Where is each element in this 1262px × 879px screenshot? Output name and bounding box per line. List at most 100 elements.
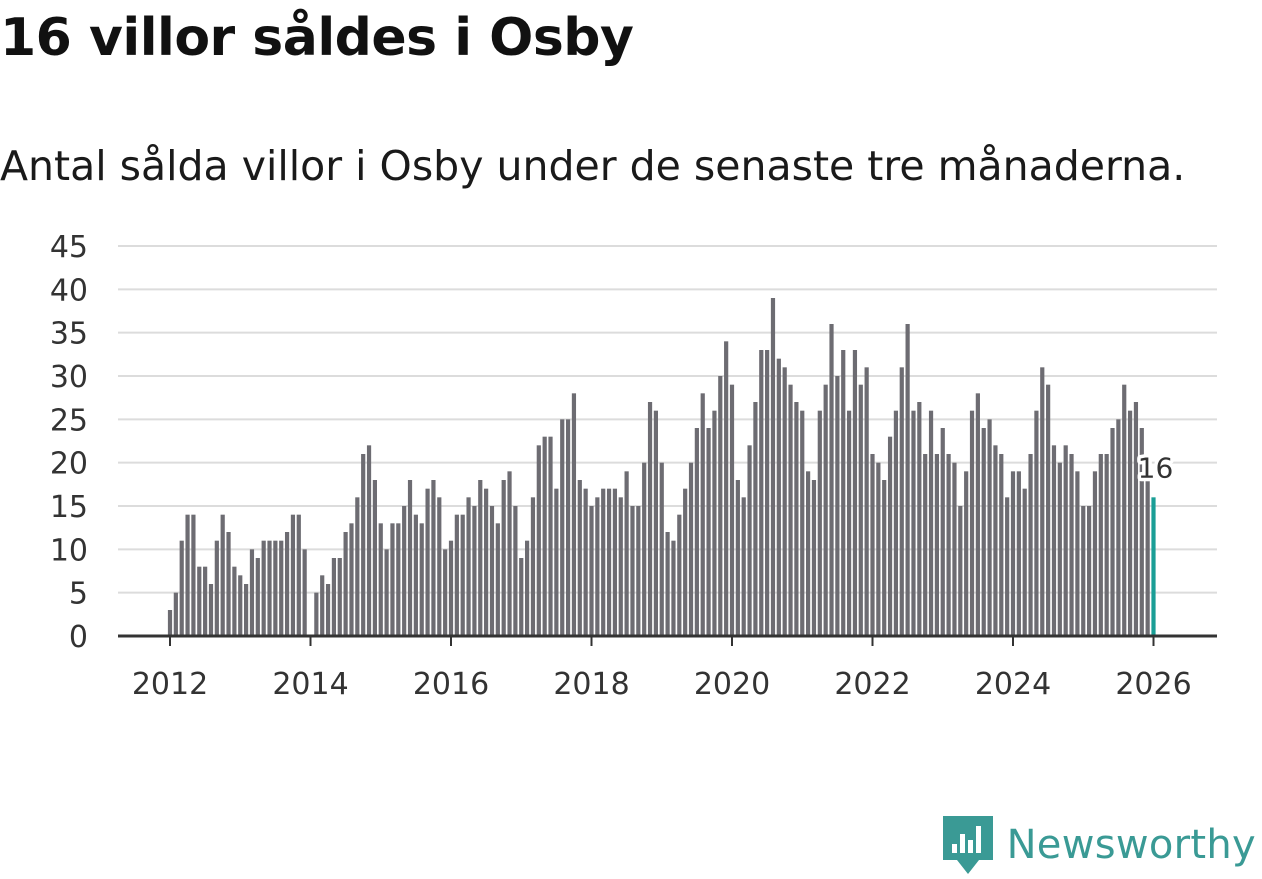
chart-subtitle: Antal sålda villor i Osby under de senas… xyxy=(0,142,1186,190)
bar xyxy=(923,454,928,636)
bar xyxy=(999,454,1004,636)
bar xyxy=(589,506,594,636)
bar xyxy=(443,549,448,636)
bar xyxy=(203,566,208,636)
bar xyxy=(208,584,214,636)
bar xyxy=(1110,428,1115,636)
bar xyxy=(583,488,588,636)
bar xyxy=(437,497,442,636)
x-tick-label: 2024 xyxy=(975,667,1051,702)
bar xyxy=(513,506,518,636)
x-tick-label: 2026 xyxy=(1115,667,1191,702)
bar xyxy=(659,462,664,636)
bar xyxy=(349,523,354,636)
bar xyxy=(337,558,342,636)
bar xyxy=(606,488,612,636)
bar xyxy=(665,532,670,636)
bar xyxy=(261,540,266,636)
bar xyxy=(864,367,869,636)
bar xyxy=(735,480,740,636)
x-tick-label: 2014 xyxy=(272,667,348,702)
bar xyxy=(747,445,752,636)
bar xyxy=(249,549,255,636)
bar xyxy=(858,384,863,636)
bar xyxy=(870,454,875,636)
bar xyxy=(378,523,383,636)
bar xyxy=(817,410,822,636)
bar xyxy=(876,462,881,636)
bar xyxy=(431,480,436,636)
bar xyxy=(776,358,781,636)
y-tick-label: 30 xyxy=(50,360,88,395)
bar xyxy=(841,350,846,636)
bar xyxy=(782,367,787,636)
bar xyxy=(770,298,776,636)
bar xyxy=(226,532,231,636)
last-value-annotation: 16 xyxy=(1134,448,1177,488)
bar xyxy=(1005,497,1010,636)
bar xyxy=(396,523,401,636)
bar xyxy=(179,540,184,636)
y-tick-label: 25 xyxy=(50,403,88,438)
bar xyxy=(355,497,360,636)
bar xyxy=(1069,454,1074,636)
bar xyxy=(525,540,530,636)
bar xyxy=(1116,419,1121,636)
chart-title: 16 villor såldes i Osby xyxy=(0,8,634,68)
bar xyxy=(273,540,278,636)
bar xyxy=(595,497,600,636)
bar xyxy=(220,514,225,636)
bar xyxy=(829,324,834,636)
bar xyxy=(964,471,969,636)
bar xyxy=(402,506,407,636)
bar xyxy=(290,514,296,636)
x-tick-label: 2020 xyxy=(694,667,770,702)
bar xyxy=(969,410,975,636)
bar xyxy=(466,497,471,636)
y-tick-label: 40 xyxy=(50,273,88,308)
bar xyxy=(255,558,260,636)
bar xyxy=(167,610,173,636)
bar xyxy=(852,350,858,636)
bar xyxy=(366,445,372,636)
bar xyxy=(232,566,237,636)
bar xyxy=(238,575,243,636)
bar xyxy=(806,471,811,636)
bar xyxy=(325,584,331,636)
bar-highlight xyxy=(1151,497,1156,636)
bar xyxy=(1046,384,1051,636)
bar xyxy=(911,410,916,636)
y-axis-ticks: 0 5 10 15 20 25 30 35 40 45 xyxy=(50,230,88,655)
x-tick-label: 2012 xyxy=(132,667,208,702)
annotation-label: 16 xyxy=(1138,451,1174,484)
bar xyxy=(624,471,629,636)
bar xyxy=(1075,471,1080,636)
bar xyxy=(718,376,723,636)
bar xyxy=(472,506,477,636)
newsworthy-logo-icon xyxy=(942,816,993,874)
bar xyxy=(284,532,290,636)
bar xyxy=(653,410,658,636)
bar xyxy=(759,350,764,636)
bar xyxy=(507,471,512,636)
bar xyxy=(952,462,957,636)
bar xyxy=(811,480,817,636)
bar xyxy=(1028,454,1033,636)
brand-name: Newsworthy xyxy=(1006,822,1256,868)
bar xyxy=(548,436,553,636)
bar xyxy=(823,384,828,636)
bar xyxy=(425,488,430,636)
bar xyxy=(958,506,963,636)
bar xyxy=(934,454,939,636)
bar xyxy=(618,497,623,636)
bar xyxy=(214,540,219,636)
bar xyxy=(191,514,196,636)
bar xyxy=(244,584,249,636)
bar xyxy=(530,497,536,636)
bar xyxy=(320,575,325,636)
bar xyxy=(917,402,922,636)
bar xyxy=(267,540,272,636)
bar xyxy=(296,514,301,636)
bar xyxy=(460,514,465,636)
bar xyxy=(577,480,582,636)
